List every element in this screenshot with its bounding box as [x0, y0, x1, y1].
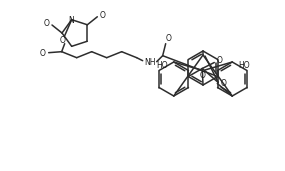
Text: O: O [99, 11, 105, 20]
Text: O: O [216, 56, 222, 65]
Text: O: O [220, 79, 226, 88]
Text: N: N [68, 16, 74, 25]
Text: HO: HO [156, 62, 168, 70]
Text: O: O [200, 71, 206, 81]
Text: O: O [44, 19, 50, 29]
Text: HO: HO [239, 62, 250, 70]
Text: NH: NH [144, 58, 155, 67]
Text: O: O [60, 36, 66, 45]
Text: O: O [166, 34, 172, 43]
Text: O: O [40, 49, 46, 58]
